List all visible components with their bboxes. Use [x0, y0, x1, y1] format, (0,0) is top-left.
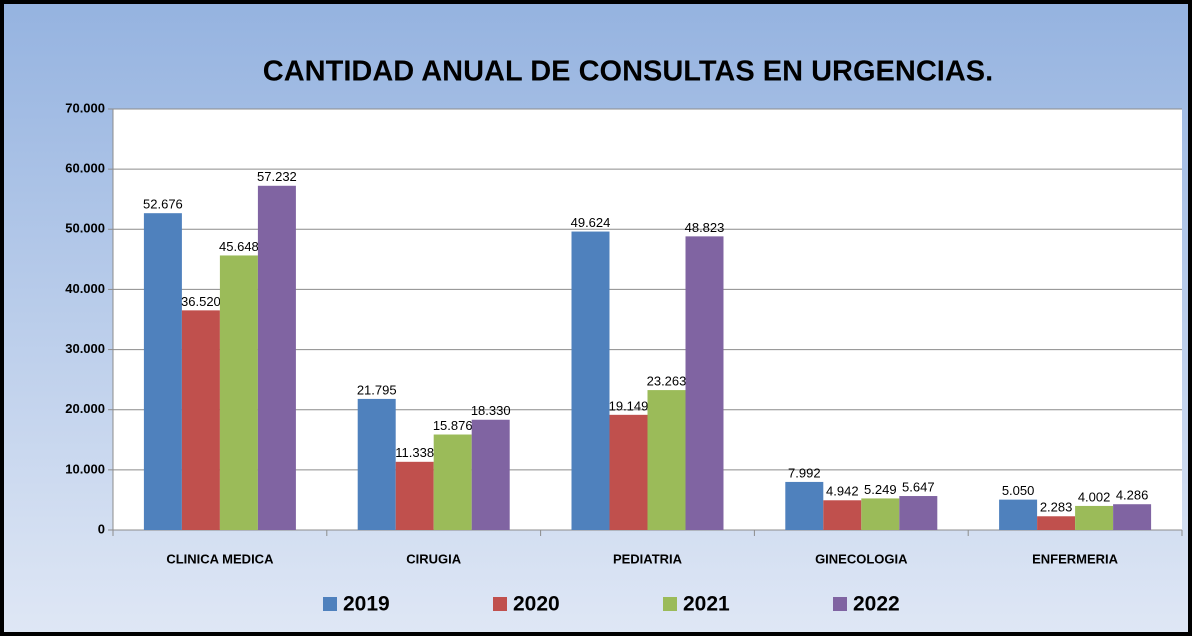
- y-tick-label: 0: [98, 521, 105, 536]
- bar: [181, 310, 220, 530]
- bar: [861, 498, 900, 530]
- y-tick-label: 10.000: [65, 461, 105, 476]
- y-tick-label: 70.000: [65, 100, 105, 115]
- bar: [823, 500, 862, 530]
- y-tick-label: 20.000: [65, 401, 105, 416]
- bar: [471, 419, 510, 530]
- bar: [609, 414, 648, 530]
- value-label: 45.648: [219, 239, 259, 254]
- value-label: 18.330: [471, 403, 511, 418]
- chart-title: CANTIDAD ANUAL DE CONSULTAS EN URGENCIAS…: [263, 56, 993, 88]
- value-label: 21.795: [357, 382, 397, 397]
- value-label: 52.676: [143, 197, 183, 212]
- value-label: 5.647: [902, 479, 935, 494]
- legend-swatch: [663, 597, 677, 611]
- bar: [257, 185, 296, 530]
- bar: [219, 255, 258, 530]
- x-tick-label: PEDIATRIA: [613, 551, 683, 566]
- value-label: 48.823: [685, 220, 725, 235]
- bar: [899, 496, 938, 530]
- legend-label: 2020: [513, 593, 560, 616]
- bar: [685, 236, 724, 530]
- value-label: 4.286: [1116, 488, 1149, 503]
- legend-swatch: [323, 597, 337, 611]
- bar: [999, 499, 1038, 530]
- y-tick-label: 50.000: [65, 221, 105, 236]
- legend-label: 2019: [343, 593, 390, 616]
- bar: [1113, 504, 1152, 530]
- value-label: 11.338: [395, 445, 434, 460]
- x-tick-label: GINECOLOGIA: [815, 551, 908, 566]
- bar: [395, 461, 434, 530]
- x-tick-label: ENFERMERIA: [1032, 551, 1119, 566]
- x-tick-label: CIRUGIA: [406, 551, 462, 566]
- value-label: 23.263: [647, 374, 687, 389]
- value-label: 19.149: [609, 398, 649, 413]
- legend-swatch: [493, 597, 507, 611]
- value-label: 5.249: [864, 482, 897, 497]
- value-label: 4.002: [1078, 489, 1111, 504]
- bar: [647, 390, 686, 530]
- value-label: 7.992: [788, 465, 821, 480]
- bar: [357, 398, 396, 530]
- bar: [1075, 505, 1114, 530]
- value-label: 2.283: [1040, 500, 1073, 515]
- legend-label: 2021: [683, 593, 730, 616]
- bar: [571, 231, 610, 530]
- bar: [143, 213, 182, 531]
- value-label: 49.624: [571, 215, 611, 230]
- y-tick-label: 40.000: [65, 281, 105, 296]
- legend-label: 2022: [853, 593, 900, 616]
- value-label: 15.876: [433, 418, 473, 433]
- x-tick-label: CLINICA MEDICA: [166, 551, 274, 566]
- value-label: 4.942: [826, 484, 859, 499]
- bar: [1037, 516, 1076, 530]
- y-tick-label: 60.000: [65, 161, 105, 176]
- y-tick-label: 30.000: [65, 341, 105, 356]
- value-label: 36.520: [181, 294, 221, 309]
- bar: [785, 481, 824, 530]
- legend-swatch: [833, 597, 847, 611]
- value-label: 5.050: [1002, 483, 1035, 498]
- bar: [433, 434, 472, 530]
- value-label: 57.232: [257, 169, 297, 184]
